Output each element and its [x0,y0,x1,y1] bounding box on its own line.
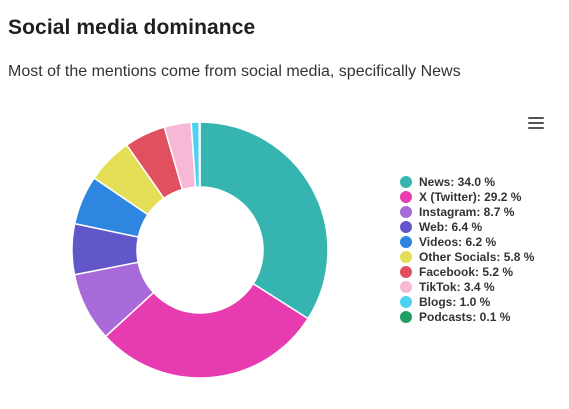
legend-item-tiktok[interactable]: TikTok: 3.4 % [400,279,534,294]
legend-label: Videos: 6.2 % [419,234,497,249]
legend-swatch [400,265,412,278]
slice-x-twitter[interactable] [104,283,309,379]
legend-item-facebook[interactable]: Facebook: 5.2 % [400,264,534,279]
legend-label: News: 34.0 % [419,174,496,189]
hamburger-menu-icon[interactable] [524,112,548,134]
legend-label: Web: 6.4 % [419,219,483,234]
chart-legend: News: 34.0 % X (Twitter): 29.2 % Instagram… [400,174,534,324]
legend-swatch [400,190,412,203]
legend-item-podcasts[interactable]: Podcasts: 0.1 % [400,309,534,324]
legend-swatch [400,220,412,233]
legend-swatch [400,250,412,263]
donut-chart [71,121,329,379]
legend-swatch [400,205,412,218]
legend-item-other-socials[interactable]: Other Socials: 5.8 % [400,249,534,264]
legend-item-web[interactable]: Web: 6.4 % [400,219,534,234]
legend-label: Podcasts: 0.1 % [419,309,511,324]
slice-news[interactable] [199,121,329,320]
legend-item-instagram[interactable]: Instagram: 8.7 % [400,204,534,219]
legend-swatch [400,235,412,248]
slice-podcasts[interactable] [198,121,201,188]
legend-item-videos[interactable]: Videos: 6.2 % [400,234,534,249]
legend-label: Other Socials: 5.8 % [419,249,535,264]
legend-label: TikTok: 3.4 % [419,279,495,294]
legend-swatch [400,175,412,188]
legend-label: X (Twitter): 29.2 % [419,189,522,204]
legend-swatch [400,295,412,308]
legend-swatch [400,310,412,323]
legend-item-x-twitter[interactable]: X (Twitter): 29.2 % [400,189,534,204]
legend-item-news[interactable]: News: 34.0 % [400,174,534,189]
legend-label: Facebook: 5.2 % [419,264,514,279]
chart-title: Social media dominance [8,16,256,39]
legend-label: Blogs: 1.0 % [419,294,491,309]
chart-subtitle: Most of the mentions come from social me… [8,63,461,80]
legend-item-blogs[interactable]: Blogs: 1.0 % [400,294,534,309]
legend-swatch [400,280,412,293]
legend-label: Instagram: 8.7 % [419,204,515,219]
